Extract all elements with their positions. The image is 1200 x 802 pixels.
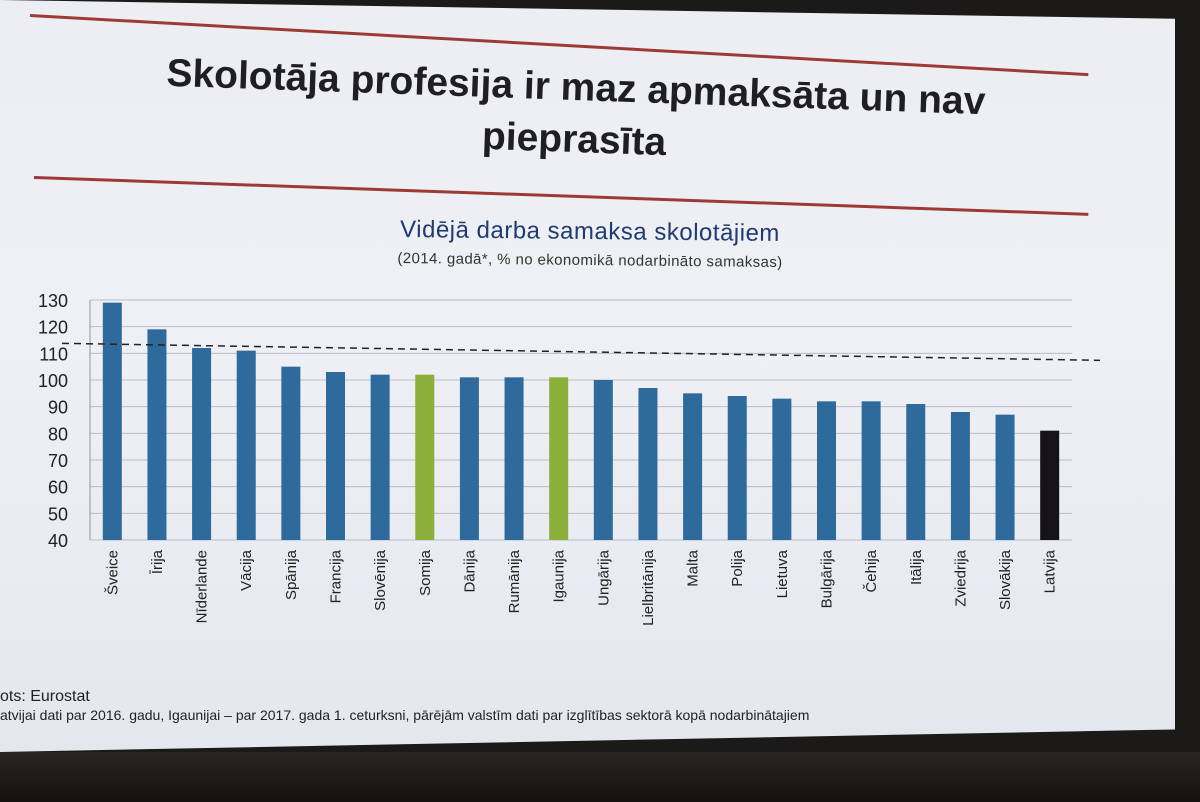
x-tick-label: Slovākija	[997, 549, 1014, 610]
x-tick-label: Rumānija	[506, 549, 523, 613]
y-tick-label: 120	[38, 318, 68, 338]
bar	[192, 348, 212, 540]
y-tick-label: 110	[39, 344, 68, 364]
x-tick-label: Ungārija	[595, 549, 612, 606]
bar	[326, 372, 345, 540]
x-tick-label: Īrija	[149, 549, 166, 574]
bar	[1040, 430, 1060, 540]
bar	[102, 302, 122, 540]
x-tick-label: Lietuva	[774, 549, 791, 598]
y-tick-label: 50	[48, 504, 68, 524]
x-tick-label: Latvija	[1042, 549, 1059, 593]
projection-screen: Skolotāja profesija ir maz apmaksāta un …	[0, 0, 1175, 752]
y-tick-label: 90	[48, 398, 68, 418]
bar	[504, 377, 524, 540]
bar	[236, 350, 256, 540]
bar	[370, 374, 390, 540]
x-tick-label: Malta	[685, 549, 702, 586]
bar	[906, 404, 926, 540]
bar	[147, 329, 167, 540]
x-tick-label: Francija	[328, 549, 345, 603]
reference-line	[61, 342, 1101, 362]
x-tick-label: Spānija	[283, 549, 300, 600]
x-tick-label: Polija	[729, 549, 746, 586]
y-tick-label: 130	[38, 291, 68, 311]
bar	[772, 398, 792, 540]
y-tick-label: 80	[48, 424, 68, 444]
bar-chart: 40 50 60 70 80 90 100 110 120 130 Šveice Īrija Nīde…	[38, 291, 1101, 626]
y-tick-label: 100	[38, 371, 68, 391]
x-tick-label: Slovēnija	[372, 549, 389, 611]
room-floor	[0, 752, 1200, 802]
x-tick-label: Bulgārija	[819, 549, 836, 608]
footnote: atvijai dati par 2016. gadu, Igaunijai –…	[0, 707, 810, 723]
bar	[995, 414, 1015, 540]
bar	[817, 401, 836, 540]
x-tick-label: Somija	[417, 549, 434, 596]
bar	[459, 377, 479, 540]
bar	[683, 393, 703, 540]
x-tick-label: Čehija	[863, 549, 880, 592]
bar	[727, 396, 747, 540]
y-tick-label: 70	[48, 451, 68, 471]
x-tick-label: Vācija	[238, 549, 255, 591]
x-tick-label: Zviedrija	[952, 549, 969, 606]
bar	[281, 366, 301, 540]
x-tick-label: Dānija	[461, 549, 478, 592]
y-tick-label: 40	[48, 531, 68, 551]
bar	[638, 388, 658, 540]
x-tick-label: Lielbritānija	[640, 549, 657, 626]
bar	[593, 380, 613, 540]
bar	[861, 401, 881, 540]
bar	[415, 374, 435, 540]
x-tick-label: Nīderlande	[194, 550, 211, 623]
source-note: ots: Eurostat	[0, 688, 90, 705]
x-tick-label: Šveice	[104, 550, 121, 595]
x-tick-label: Igaunija	[551, 549, 568, 602]
bar	[950, 412, 970, 540]
x-tick-label: Itālija	[908, 549, 925, 585]
bar	[549, 377, 569, 540]
y-tick-label: 60	[48, 478, 68, 498]
